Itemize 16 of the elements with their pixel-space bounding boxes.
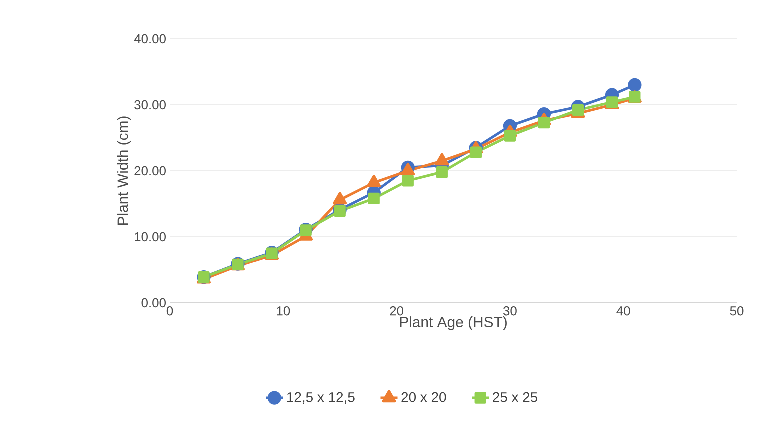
x-tick-label: 0 (166, 306, 174, 316)
y-tick-label: 40.00 (134, 34, 166, 44)
x-axis-title: Plant Age (HST) (400, 316, 507, 330)
x-tick-label: 20 (390, 306, 404, 316)
legend-label: 25 x 25 (493, 392, 538, 402)
y-tick-label: 0.00 (142, 298, 166, 308)
y-tick-label: 10.00 (135, 232, 166, 242)
legend-label: 20 x 20 (402, 392, 446, 402)
x-tick-label: 50 (730, 306, 744, 316)
x-tick-label: 10 (277, 306, 290, 316)
x-tick-label: 40 (616, 306, 630, 316)
y-tick-label: 20.00 (134, 166, 166, 176)
y-axis-title: Plant Width (cm) (117, 116, 132, 225)
y-tick-label: 30.00 (134, 100, 166, 110)
x-tick-label: 30 (504, 306, 517, 316)
legend-label: 12,5 x 12,5 (287, 392, 355, 404)
